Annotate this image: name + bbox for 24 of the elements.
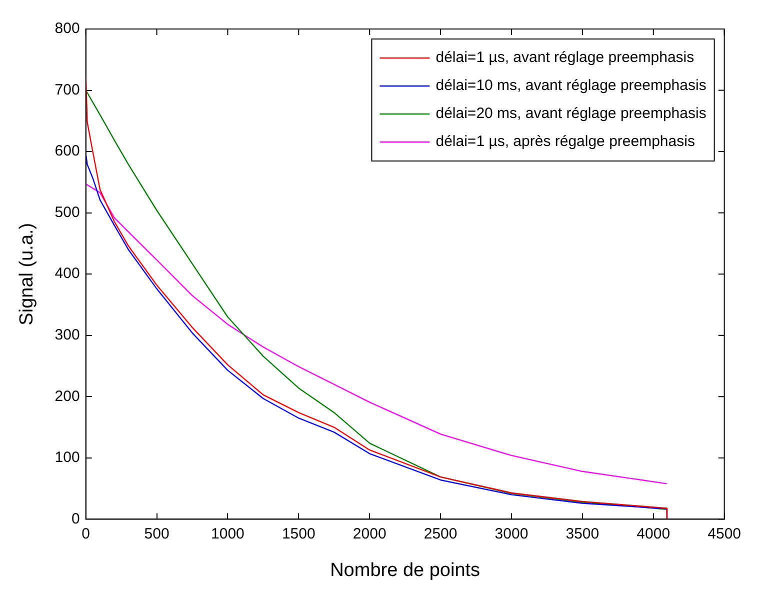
y-tick-label: 0 <box>71 510 80 528</box>
y-tick-label: 500 <box>54 204 80 221</box>
y-axis-title: Signal (u.a.) <box>16 222 38 326</box>
x-tick-label: 1500 <box>282 525 316 542</box>
legend-label: délai=1 µs, après régalge preemphasis <box>436 133 695 150</box>
y-tick-label: 300 <box>54 326 80 344</box>
legend-label: délai=1 µs, avant réglage preemphasis <box>436 49 694 66</box>
legend-label: délai=20 ms, avant réglage preemphasis <box>436 105 706 122</box>
y-tick-label: 600 <box>54 142 80 160</box>
x-tick-label: 4500 <box>708 525 742 542</box>
x-tick-label: 2500 <box>424 525 458 542</box>
y-tick-label: 700 <box>54 81 80 98</box>
x-tick-label: 500 <box>144 525 170 542</box>
x-axis-title: Nombre de points <box>330 560 480 581</box>
x-tick-label: 4000 <box>636 525 670 542</box>
x-tick-label: 3500 <box>566 525 600 542</box>
legend-label: délai=10 ms, avant réglage preemphasis <box>436 77 706 94</box>
x-tick-label: 1000 <box>211 525 244 542</box>
y-tick-label: 800 <box>54 20 80 38</box>
y-tick-label: 200 <box>54 388 80 405</box>
y-tick-label: 400 <box>54 265 80 282</box>
x-tick-label: 3000 <box>494 525 528 542</box>
x-tick-label: 2000 <box>352 525 386 542</box>
y-tick-label: 100 <box>54 449 80 466</box>
